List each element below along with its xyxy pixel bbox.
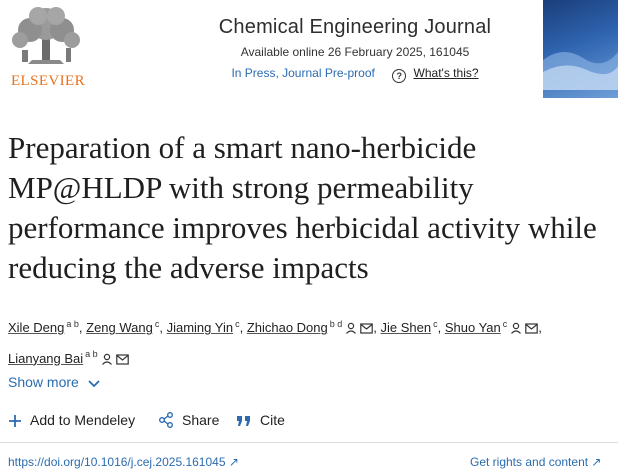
whats-this-link[interactable]: What's this? (413, 66, 479, 80)
author-entry: Lianyang Bai a b (8, 349, 129, 366)
author-name-link[interactable]: Shuo Yan (444, 320, 501, 336)
article-header: ELSEVIER Chemical Engineering Journal Av… (0, 0, 618, 100)
person-icon[interactable] (510, 318, 522, 342)
article-actions: Add to Mendeley Share Cite (8, 412, 608, 434)
affiliation-marker[interactable]: a b (85, 349, 98, 360)
section-divider (0, 442, 618, 443)
share-icon (159, 412, 173, 428)
author-name-link[interactable]: Jiaming Yin (166, 320, 234, 336)
rights-text: Get rights and content (470, 455, 589, 469)
external-link-icon: ↗ (228, 455, 239, 469)
author-entry: Jiaming Yin c, (166, 319, 247, 336)
elsevier-tree-icon (12, 7, 80, 64)
share-label: Share (182, 412, 220, 428)
envelope-icon[interactable] (525, 318, 539, 342)
author-entry: Jie Shen c, (380, 319, 445, 336)
show-more-button[interactable]: Show more (8, 374, 101, 390)
author-name-link[interactable]: Jie Shen (380, 320, 432, 336)
author-list: Xile Deng a b, Zeng Wang c, Jiaming Yin c, … (8, 312, 608, 373)
doi-link[interactable]: https://doi.org/10.1016/j.cej.2025.16104… (8, 455, 239, 469)
affiliation-marker[interactable]: c (502, 319, 508, 329)
affiliation-marker[interactable]: c (235, 319, 240, 329)
envelope-icon[interactable] (115, 349, 129, 373)
quote-icon (237, 416, 250, 426)
status-link[interactable]: In Press, Journal Pre-proof (231, 66, 375, 80)
author-name-link[interactable]: Lianyang Bai (8, 350, 84, 366)
article-status: In Press, Journal Pre-proof ? What's thi… (160, 66, 550, 83)
author-entry: Zhichao Dong b d, (246, 319, 381, 336)
plus-icon (9, 415, 21, 427)
envelope-icon[interactable] (360, 318, 374, 342)
cite-button[interactable]: Cite (236, 412, 285, 428)
journal-info: Chemical Engineering Journal Available o… (160, 16, 550, 83)
doi-text: https://doi.org/10.1016/j.cej.2025.16104… (8, 455, 226, 469)
article-title: Preparation of a smart nano-herbicide MP… (8, 130, 597, 285)
get-rights-link[interactable]: Get rights and content ↗ (470, 455, 601, 469)
affiliation-marker[interactable]: b d (329, 319, 343, 329)
author-entry: Xile Deng a b, (8, 319, 87, 336)
chevron-down-icon (88, 380, 100, 388)
affiliation-marker[interactable]: a b (66, 319, 79, 329)
external-link-icon: ↗ (591, 455, 602, 469)
author-name-link[interactable]: Xile Deng (8, 320, 65, 336)
person-icon[interactable] (345, 318, 357, 342)
person-icon[interactable] (101, 349, 113, 373)
elsevier-logo[interactable]: ELSEVIER (6, 4, 86, 92)
affiliation-marker[interactable]: c (433, 319, 438, 329)
help-icon[interactable]: ? (392, 69, 407, 83)
cover-wave-graphic (543, 51, 618, 90)
add-to-mendeley-button[interactable]: Add to Mendeley (8, 412, 135, 428)
affiliation-marker[interactable]: c (154, 319, 160, 329)
available-online-date: Available online 26 February 2025, 16104… (240, 45, 470, 59)
journal-title-link[interactable]: Chemical Engineering Journal (218, 16, 492, 38)
author-name-link[interactable]: Zhichao Dong (246, 320, 328, 336)
author-name-link[interactable]: Zeng Wang (86, 320, 153, 336)
author-entry: Zeng Wang c, (86, 319, 167, 336)
cite-label: Cite (260, 412, 285, 428)
show-more-label: Show more (8, 374, 79, 390)
elsevier-wordmark: ELSEVIER (10, 73, 86, 89)
journal-cover-image[interactable] (543, 0, 618, 98)
author-entry: Shuo Yan c, (444, 319, 542, 336)
mendeley-label: Add to Mendeley (30, 412, 136, 428)
share-button[interactable]: Share (158, 412, 219, 428)
